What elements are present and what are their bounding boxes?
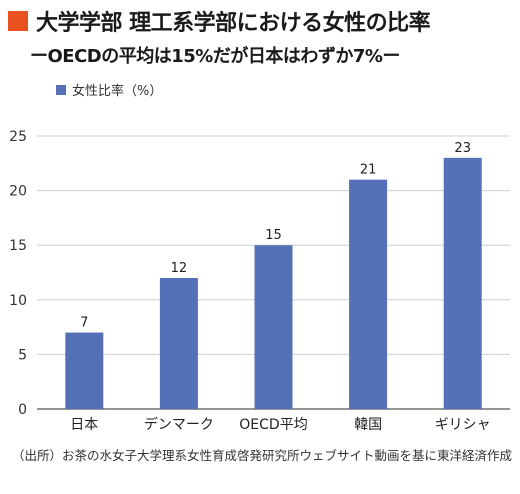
chart-subtitle: ーOECDの平均は15%だが日本はわずか7%ー — [30, 46, 400, 67]
legend: 女性比率（%） — [56, 80, 162, 99]
x-tick-label: OECD平均 — [239, 417, 307, 433]
data-label: 7 — [80, 316, 88, 331]
bar — [65, 332, 104, 409]
y-tick-label: 20 — [9, 184, 27, 200]
data-label: 15 — [265, 228, 282, 243]
chart-title: 大学学部 理工系学部における女性の比率 — [36, 11, 431, 36]
bar-chart: 0 5 10 15 20 25 7 日本 12 デンマーク 15 OECD平均 21 韓国 23 ギリシャ — [9, 129, 510, 433]
x-tick-label: ギリシャ — [435, 417, 491, 433]
bar — [349, 179, 388, 409]
title-marker — [8, 11, 28, 31]
y-tick-label: 25 — [9, 129, 27, 145]
data-label: 12 — [171, 261, 188, 276]
data-label: 23 — [454, 141, 471, 156]
chart-title-row: 大学学部 理工系学部における女性の比率 — [8, 8, 431, 36]
legend-swatch — [56, 84, 66, 95]
bar — [159, 277, 198, 409]
data-label: 21 — [360, 163, 377, 178]
bar — [443, 157, 482, 409]
x-tick-label: 日本 — [70, 417, 98, 433]
y-tick-label: 15 — [9, 238, 27, 254]
bar — [254, 245, 293, 409]
y-tick-label: 0 — [18, 402, 27, 418]
y-tick-label: 10 — [9, 293, 27, 309]
x-tick-label: 韓国 — [354, 417, 382, 433]
legend-label: 女性比率（%） — [72, 84, 163, 99]
source-note: （出所）お茶の水女子大学理系女性育成啓発研究所ウェブサイト動画を基に東洋経済作成 — [12, 448, 513, 463]
y-tick-label: 5 — [18, 347, 27, 363]
x-tick-label: デンマーク — [144, 416, 214, 433]
